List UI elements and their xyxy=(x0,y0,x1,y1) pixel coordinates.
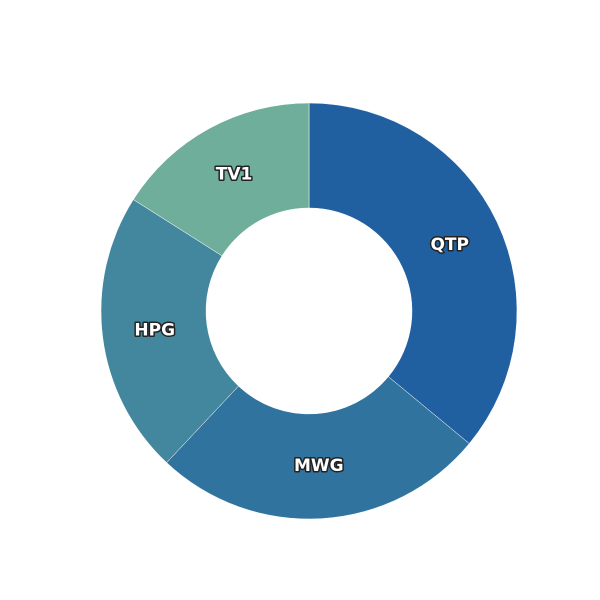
donut-segment xyxy=(133,102,310,257)
donut-segment xyxy=(166,376,470,520)
segment-label: MWG xyxy=(294,456,344,476)
segment-label: TV1 xyxy=(216,165,253,185)
segment-label: HPG xyxy=(134,320,175,340)
donut-segment xyxy=(100,199,239,463)
donut-segment xyxy=(308,102,518,444)
segment-label: QTP xyxy=(430,235,469,255)
